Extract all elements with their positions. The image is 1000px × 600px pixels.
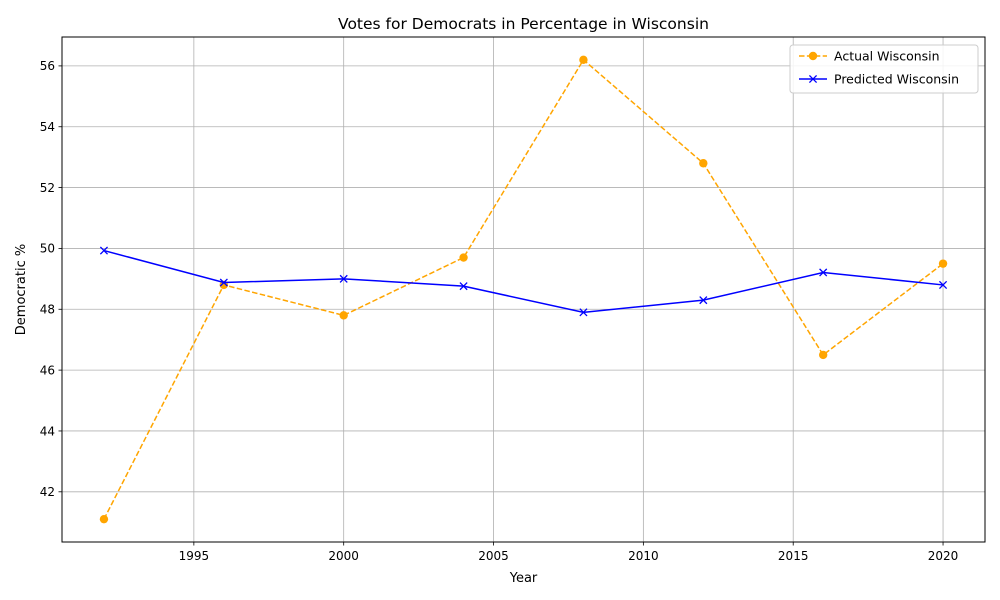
actual-series <box>99 55 948 524</box>
predicted-series-point <box>459 282 468 291</box>
actual-series-point <box>579 55 588 65</box>
actual-series-point <box>99 514 109 524</box>
y-tick-label: 56 <box>40 59 55 73</box>
predicted-series-point-stroke <box>459 282 468 291</box>
legend-actual-entry: Actual Wisconsin <box>799 49 940 64</box>
actual-series-point <box>339 311 348 320</box>
actual-series-point <box>699 159 708 168</box>
x-tick-label: 2020 <box>928 549 959 563</box>
x-tick-label: 2005 <box>478 549 509 563</box>
y-tick-label: 44 <box>40 424 55 438</box>
x-tick-label: 2010 <box>628 549 659 563</box>
y-tick-label: 50 <box>40 242 55 256</box>
y-tick-label: 48 <box>40 303 55 317</box>
legend-actual-swatch-point <box>808 51 818 61</box>
legend-actual-label: Actual Wisconsin <box>834 49 940 64</box>
series-layer <box>99 55 948 524</box>
predicted-series-point <box>219 278 228 287</box>
x-tick-label: 2000 <box>328 549 359 563</box>
y-axis-label: Democratic % <box>14 244 29 335</box>
legend-predicted-swatch-point-stroke <box>808 74 818 84</box>
grid <box>62 37 985 542</box>
actual-series-point <box>818 350 828 360</box>
y-tick-label: 54 <box>40 120 55 134</box>
predicted-series-line <box>103 249 944 314</box>
x-tick-label: 2015 <box>778 549 809 563</box>
predicted-series-point-stroke <box>219 278 228 287</box>
chart-title: Votes for Democrats in Percentage in Wis… <box>338 15 709 33</box>
predicted-series-point <box>99 246 109 255</box>
predicted-series-point-stroke <box>339 274 348 283</box>
y-tick-label: 52 <box>40 181 55 195</box>
legend-predicted-swatch-point <box>808 74 818 84</box>
ticks: 1995 2000 2005 2010 2015 2020 42 44 46 48 50 52 54 56 <box>40 59 959 563</box>
predicted-series-point <box>579 308 588 317</box>
plot-frame <box>61 36 986 543</box>
x-axis-label: Year <box>509 571 538 586</box>
actual-series-point <box>459 253 468 262</box>
predicted-series-point-stroke <box>938 280 948 289</box>
predicted-series <box>99 246 948 317</box>
predicted-series-point-stroke <box>579 308 588 317</box>
actual-series-point <box>938 259 948 268</box>
predicted-series-point-stroke <box>819 268 828 277</box>
legend: Actual Wisconsin Predicted Wisconsin <box>789 44 979 94</box>
predicted-series-point <box>699 296 708 305</box>
predicted-series-point <box>339 274 348 283</box>
legend-frame <box>789 44 979 94</box>
y-tick-label: 42 <box>40 485 55 499</box>
x-tick-label: 1995 <box>179 549 210 563</box>
predicted-series-point-stroke <box>99 246 109 255</box>
actual-series-line <box>103 58 944 520</box>
y-tick-label: 46 <box>40 363 55 377</box>
predicted-series-point <box>819 268 828 277</box>
predicted-series-point-stroke <box>699 296 708 305</box>
legend-predicted-label: Predicted Wisconsin <box>834 72 959 87</box>
legend-predicted-entry: Predicted Wisconsin <box>799 72 959 87</box>
predicted-series-point <box>938 280 948 289</box>
